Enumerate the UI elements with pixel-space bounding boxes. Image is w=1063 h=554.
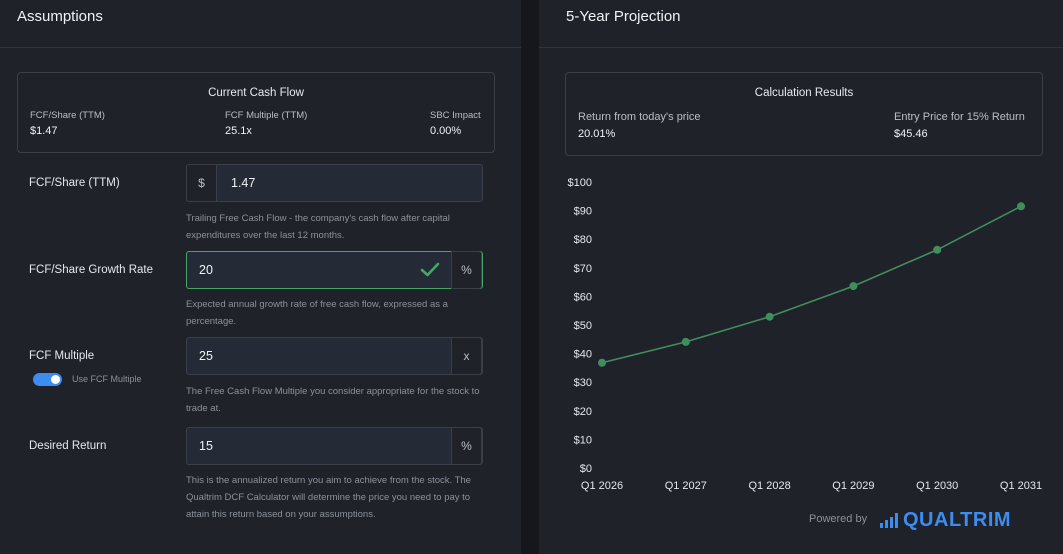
- percent-suffix-growth: %: [451, 251, 482, 289]
- brand-name: QUALTRIM: [903, 508, 1012, 531]
- x-tick-label: Q1 2027: [665, 480, 707, 492]
- metric-fcf-share-label: FCF/Share (TTM): [30, 110, 105, 121]
- metric-fcf-multiple-label: FCF Multiple (TTM): [225, 110, 308, 121]
- toggle-knob: [51, 375, 60, 384]
- y-tick-label: $10: [574, 434, 592, 446]
- growth-rate-input-group: 20 %: [186, 251, 483, 289]
- x-tick-label: Q1 2030: [916, 480, 958, 492]
- use-fcf-multiple-toggle[interactable]: [33, 373, 62, 386]
- y-tick-label: $50: [574, 320, 592, 332]
- fcf-share-help: Trailing Free Cash Flow - the company's …: [186, 213, 450, 241]
- desired-return-input[interactable]: 15: [199, 439, 213, 453]
- data-point: [849, 282, 858, 291]
- fcf-share-input[interactable]: 1.47: [231, 176, 256, 190]
- y-tick-label: $100: [568, 177, 592, 189]
- y-tick-label: $80: [574, 234, 592, 246]
- y-tick-label: $60: [574, 291, 592, 303]
- metric-fcf-share-value: $1.47: [30, 125, 58, 137]
- projection-chart: $0 $10 $20 $30 $40 $50 $60 $70 $80 $90 $100 Q1 2026…: [568, 177, 1043, 492]
- use-fcf-multiple-label: Use FCF Multiple: [72, 374, 142, 384]
- return-value: 20.01%: [578, 128, 616, 140]
- entry-price-label: Entry Price for 15% Return: [894, 111, 1025, 123]
- x-tick-label: Q1 2028: [748, 480, 790, 492]
- fcf-multiple-input-group: 25 x: [186, 337, 483, 375]
- y-tick-label: $30: [574, 377, 592, 389]
- metric-sbc-value: 0.00%: [430, 125, 462, 137]
- y-tick-label: $20: [574, 406, 592, 418]
- return-label: Return from today's price: [578, 111, 701, 123]
- x-suffix: x: [451, 337, 482, 375]
- calculation-results-card: Calculation Results Return from today's …: [565, 72, 1043, 156]
- calculation-results-title: Calculation Results: [754, 87, 854, 99]
- y-tick-label: $90: [574, 206, 592, 218]
- growth-rate-label: FCF/Share Growth Rate: [29, 264, 153, 276]
- y-tick-label: $0: [580, 463, 592, 475]
- series-line: [601, 205, 1022, 364]
- x-tick-label: Q1 2026: [581, 480, 623, 492]
- projection-title: 5-Year Projection: [539, 0, 1063, 48]
- data-point: [933, 245, 942, 254]
- y-tick-label: $40: [574, 349, 592, 361]
- percent-suffix-return: %: [451, 427, 482, 465]
- desired-return-help: This is the annualized return you aim to…: [186, 475, 471, 520]
- fcf-multiple-input[interactable]: 25: [199, 349, 213, 363]
- current-cash-flow-title: Current Cash Flow: [208, 87, 304, 99]
- data-point: [681, 337, 690, 346]
- x-tick-label: Q1 2031: [1000, 480, 1042, 492]
- growth-rate-input[interactable]: 20: [199, 263, 213, 277]
- desired-return-input-group: 15 %: [186, 427, 483, 465]
- data-point: [598, 358, 606, 367]
- y-tick-label: $70: [574, 263, 592, 275]
- metric-sbc-label: SBC Impact: [430, 110, 481, 121]
- check-icon: [420, 262, 440, 277]
- desired-return-label: Desired Return: [29, 440, 107, 452]
- bars-icon: [880, 512, 900, 528]
- data-point: [765, 312, 774, 321]
- fcf-multiple-label: FCF Multiple: [29, 350, 95, 362]
- qualtrim-logo[interactable]: QUALTRIM: [880, 509, 1011, 531]
- assumptions-title: Assumptions: [0, 0, 521, 48]
- growth-rate-help: Expected annual growth rate of free cash…: [186, 299, 448, 327]
- fcf-share-label: FCF/Share (TTM): [29, 177, 120, 189]
- entry-price-value: $45.46: [894, 128, 928, 140]
- current-cash-flow-card: Current Cash Flow FCF/Share (TTM) $1.47 …: [17, 72, 495, 153]
- fcf-multiple-help: The Free Cash Flow Multiple you consider…: [186, 386, 480, 414]
- x-tick-label: Q1 2029: [832, 480, 874, 492]
- metric-fcf-multiple-value: 25.1x: [225, 125, 252, 137]
- data-point: [1017, 202, 1025, 211]
- fcf-share-input-group: $ 1.47: [186, 164, 483, 202]
- powered-by-text: Powered by: [809, 513, 868, 525]
- dollar-prefix: $: [186, 164, 217, 202]
